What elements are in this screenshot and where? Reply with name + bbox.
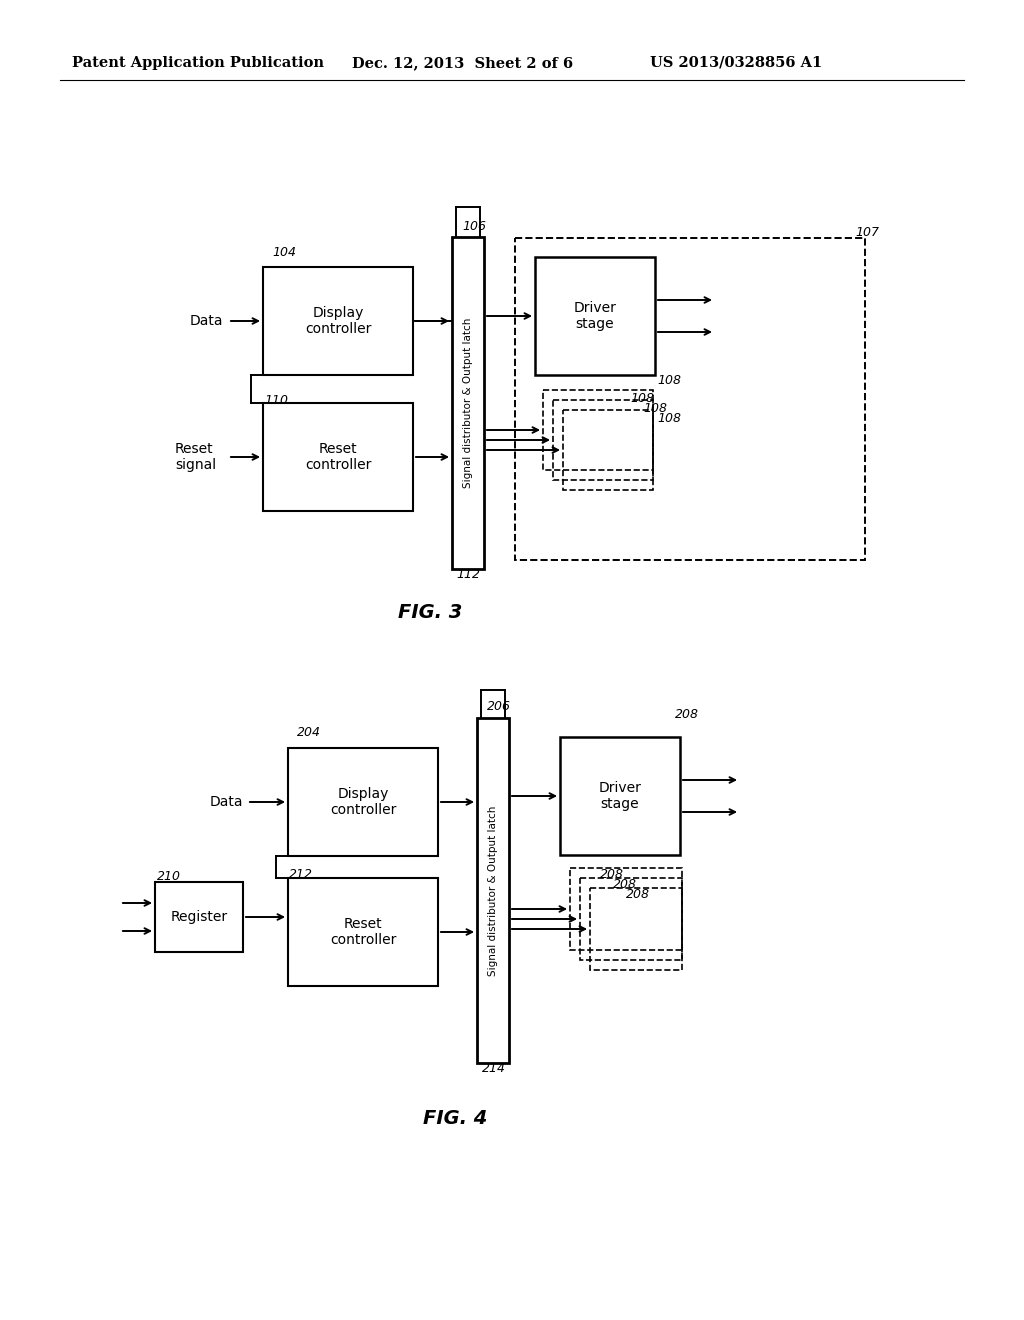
Bar <box>553 400 653 480</box>
Text: 106: 106 <box>462 219 486 232</box>
Text: 204: 204 <box>297 726 321 739</box>
Text: 112: 112 <box>456 569 480 582</box>
Text: Reset
controller: Reset controller <box>305 442 371 473</box>
Bar <box>288 878 438 986</box>
Text: 212: 212 <box>289 867 313 880</box>
Bar <box>543 389 653 470</box>
Text: 107: 107 <box>855 226 879 239</box>
Text: 210: 210 <box>157 870 181 883</box>
Text: 206: 206 <box>487 700 511 713</box>
Text: Display
controller: Display controller <box>305 306 371 337</box>
Text: 208: 208 <box>675 709 699 722</box>
Text: US 2013/0328856 A1: US 2013/0328856 A1 <box>650 55 822 70</box>
Bar <box>560 737 680 855</box>
Text: FIG. 4: FIG. 4 <box>423 1109 487 1127</box>
Bar <box>580 878 682 960</box>
Bar <box>570 869 682 950</box>
Text: Signal distributor & Output latch: Signal distributor & Output latch <box>488 805 498 975</box>
Text: Data: Data <box>210 795 244 809</box>
Bar <box>515 238 865 560</box>
Bar <box>263 403 413 511</box>
Text: 108: 108 <box>657 412 681 425</box>
Bar <box>477 718 509 1063</box>
Text: Patent Application Publication: Patent Application Publication <box>72 55 324 70</box>
Text: Signal distributor & Output latch: Signal distributor & Output latch <box>463 318 473 488</box>
Text: Dec. 12, 2013  Sheet 2 of 6: Dec. 12, 2013 Sheet 2 of 6 <box>352 55 573 70</box>
Text: 214: 214 <box>482 1063 506 1076</box>
Bar <box>288 748 438 855</box>
Text: 208: 208 <box>613 878 637 891</box>
Text: 108: 108 <box>657 375 681 388</box>
Text: Driver
stage: Driver stage <box>599 781 641 810</box>
Text: Display
controller: Display controller <box>330 787 396 817</box>
Text: Reset
controller: Reset controller <box>330 917 396 948</box>
Text: Data: Data <box>190 314 223 327</box>
Bar <box>563 411 653 490</box>
Bar <box>452 238 484 569</box>
Bar <box>263 267 413 375</box>
Text: 108: 108 <box>643 401 667 414</box>
Text: 110: 110 <box>264 393 288 407</box>
Bar <box>535 257 655 375</box>
Text: FIG. 3: FIG. 3 <box>397 603 462 623</box>
Bar <box>590 888 682 970</box>
Text: Reset
signal: Reset signal <box>175 442 216 473</box>
Text: 108: 108 <box>630 392 654 404</box>
Text: 208: 208 <box>626 887 650 900</box>
Text: Driver
stage: Driver stage <box>573 301 616 331</box>
Bar <box>155 882 243 952</box>
Text: Register: Register <box>170 909 227 924</box>
Text: 104: 104 <box>272 246 296 259</box>
Text: 208: 208 <box>600 867 624 880</box>
